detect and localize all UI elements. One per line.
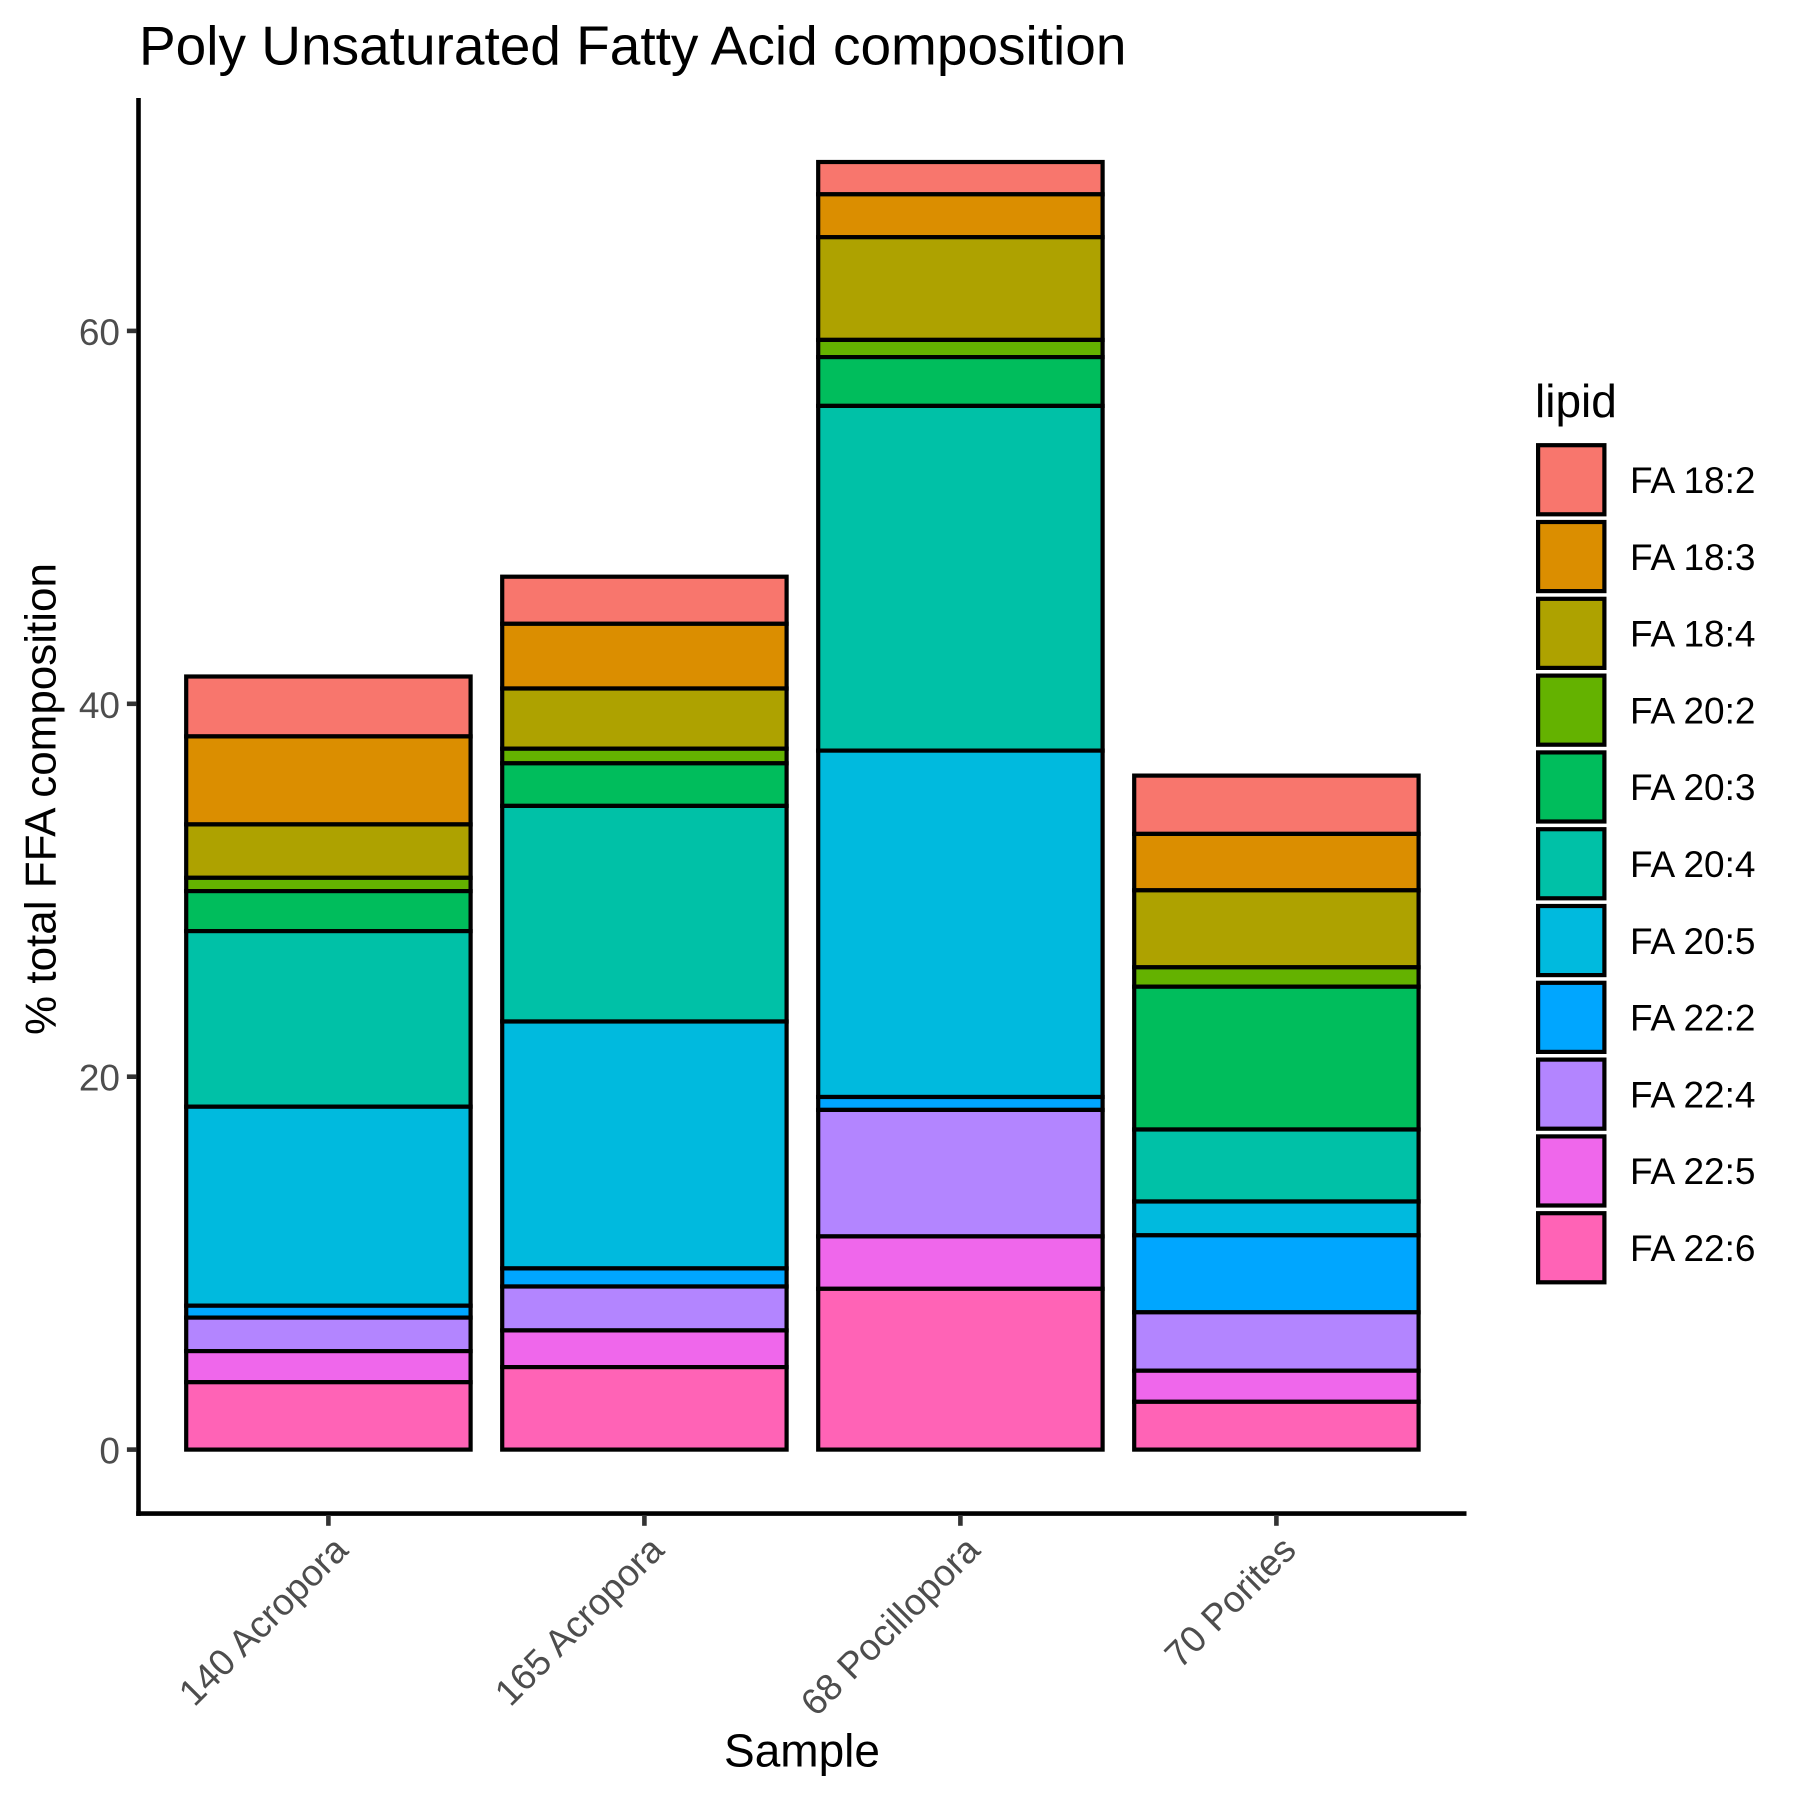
svg-text:40: 40 [79,685,120,726]
svg-text:% total FFA composition: % total FFA composition [17,563,66,1035]
svg-text:FA 18:2: FA 18:2 [1630,460,1756,501]
svg-text:FA 20:5: FA 20:5 [1630,921,1756,962]
svg-text:Poly Unsaturated Fatty Acid co: Poly Unsaturated Fatty Acid composition [139,15,1126,77]
svg-text:FA 22:5: FA 22:5 [1630,1151,1756,1192]
svg-text:FA 20:4: FA 20:4 [1630,844,1756,885]
svg-text:60: 60 [79,312,120,353]
svg-text:Sample: Sample [724,1725,880,1777]
svg-text:20: 20 [79,1058,120,1099]
svg-text:FA 18:3: FA 18:3 [1630,537,1756,578]
svg-text:FA 20:3: FA 20:3 [1630,767,1756,808]
svg-text:FA 18:4: FA 18:4 [1630,614,1756,655]
svg-text:FA 22:2: FA 22:2 [1630,998,1756,1039]
svg-text:FA 22:4: FA 22:4 [1630,1074,1756,1115]
svg-text:lipid: lipid [1535,375,1617,427]
svg-text:0: 0 [99,1431,120,1472]
svg-text:FA 20:2: FA 20:2 [1630,690,1756,731]
svg-text:FA 22:6: FA 22:6 [1630,1228,1756,1269]
